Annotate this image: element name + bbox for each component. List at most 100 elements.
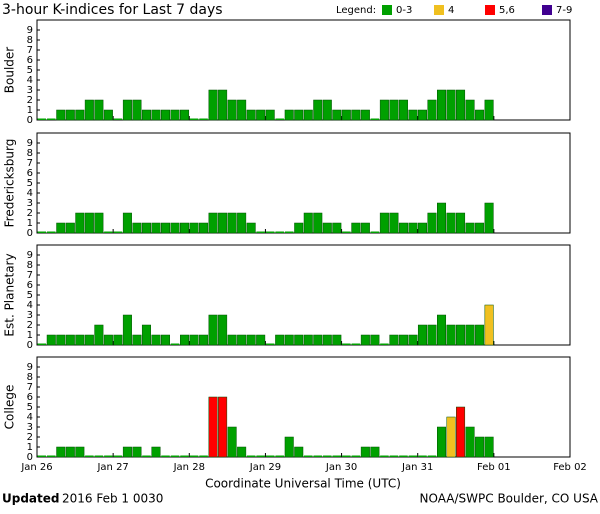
bar <box>56 222 66 234</box>
bar <box>132 99 142 121</box>
y-tick-label: 5 <box>27 402 33 413</box>
y-tick-label: 2 <box>27 432 33 443</box>
bar <box>237 212 247 234</box>
bar <box>427 455 437 457</box>
y-tick-label: 1 <box>27 218 33 229</box>
bar <box>122 212 132 234</box>
bar <box>208 314 218 346</box>
y-tick-label: 6 <box>27 168 33 179</box>
updated-label: Updated <box>2 492 60 506</box>
bar <box>265 109 275 121</box>
bar <box>332 222 342 234</box>
bar <box>389 455 399 457</box>
y-tick-label: 6 <box>27 280 33 291</box>
y-axis-label: College <box>3 385 17 430</box>
bar <box>199 118 208 120</box>
bar <box>141 324 151 346</box>
bar <box>303 109 313 121</box>
y-tick-label: 3 <box>27 85 33 96</box>
y-tick-label: 8 <box>27 372 33 383</box>
legend-label: 7-9 <box>556 5 572 16</box>
x-tick-label: Feb 02 <box>553 462 587 473</box>
bar <box>456 324 466 346</box>
bar <box>389 334 399 346</box>
bar <box>56 109 66 121</box>
bar <box>170 222 180 234</box>
bar <box>379 212 389 234</box>
bar <box>46 334 56 346</box>
bar <box>284 436 294 458</box>
bar <box>322 334 332 346</box>
y-tick-label: 3 <box>27 422 33 433</box>
bar <box>237 446 247 458</box>
bar <box>284 231 294 233</box>
bar <box>389 99 399 121</box>
bar <box>94 324 104 346</box>
bar <box>113 455 123 457</box>
bar <box>351 109 361 121</box>
bar <box>408 455 418 457</box>
bar <box>484 99 494 121</box>
bar <box>398 99 408 121</box>
bar <box>151 334 161 346</box>
y-tick-label: 1 <box>27 330 33 341</box>
bar <box>313 99 323 121</box>
bar <box>398 334 408 346</box>
legend-swatch <box>485 5 495 15</box>
bar <box>84 334 94 346</box>
bar <box>237 334 247 346</box>
bar <box>227 426 237 458</box>
bar <box>237 99 247 121</box>
bar <box>113 118 123 120</box>
source: NOAA/SWPC Boulder, CO USA <box>420 492 599 506</box>
bar <box>303 212 313 234</box>
bar <box>446 89 456 121</box>
y-tick-label: 8 <box>27 260 33 271</box>
bar <box>465 324 475 346</box>
bar <box>246 109 256 121</box>
bar <box>122 314 132 346</box>
bar <box>65 109 75 121</box>
y-tick-label: 7 <box>27 45 33 56</box>
bar <box>342 455 351 457</box>
y-tick-label: 3 <box>27 310 33 321</box>
y-tick-label: 0 <box>27 340 33 351</box>
bar <box>189 455 199 457</box>
bar <box>218 89 228 121</box>
bar <box>75 446 85 458</box>
bar <box>294 334 304 346</box>
bar <box>322 222 332 234</box>
x-tick-label: Feb 01 <box>477 462 511 473</box>
bar <box>408 109 418 121</box>
bar <box>246 455 256 457</box>
y-tick-label: 0 <box>27 115 33 126</box>
y-tick-label: 4 <box>27 412 33 423</box>
bar <box>47 118 56 120</box>
bar <box>275 118 284 120</box>
bar <box>94 99 104 121</box>
bar <box>360 446 370 458</box>
bar <box>351 455 361 457</box>
bar <box>85 455 94 457</box>
y-tick-label: 2 <box>27 320 33 331</box>
bar <box>218 314 228 346</box>
y-tick-label: 9 <box>27 362 33 373</box>
bar <box>56 334 66 346</box>
y-tick-label: 5 <box>27 290 33 301</box>
bar <box>103 334 113 346</box>
y-tick-label: 6 <box>27 392 33 403</box>
bar <box>360 334 370 346</box>
y-tick-label: 4 <box>27 75 33 86</box>
y-tick-label: 3 <box>27 198 33 209</box>
y-tick-label: 7 <box>27 382 33 393</box>
bar <box>484 202 494 234</box>
bar <box>265 343 275 345</box>
bar <box>446 324 456 346</box>
bar <box>303 334 313 346</box>
bar <box>94 212 104 234</box>
bar <box>446 416 456 458</box>
bar <box>141 109 151 121</box>
bar <box>351 222 361 234</box>
y-tick-label: 2 <box>27 95 33 106</box>
bar <box>189 334 199 346</box>
